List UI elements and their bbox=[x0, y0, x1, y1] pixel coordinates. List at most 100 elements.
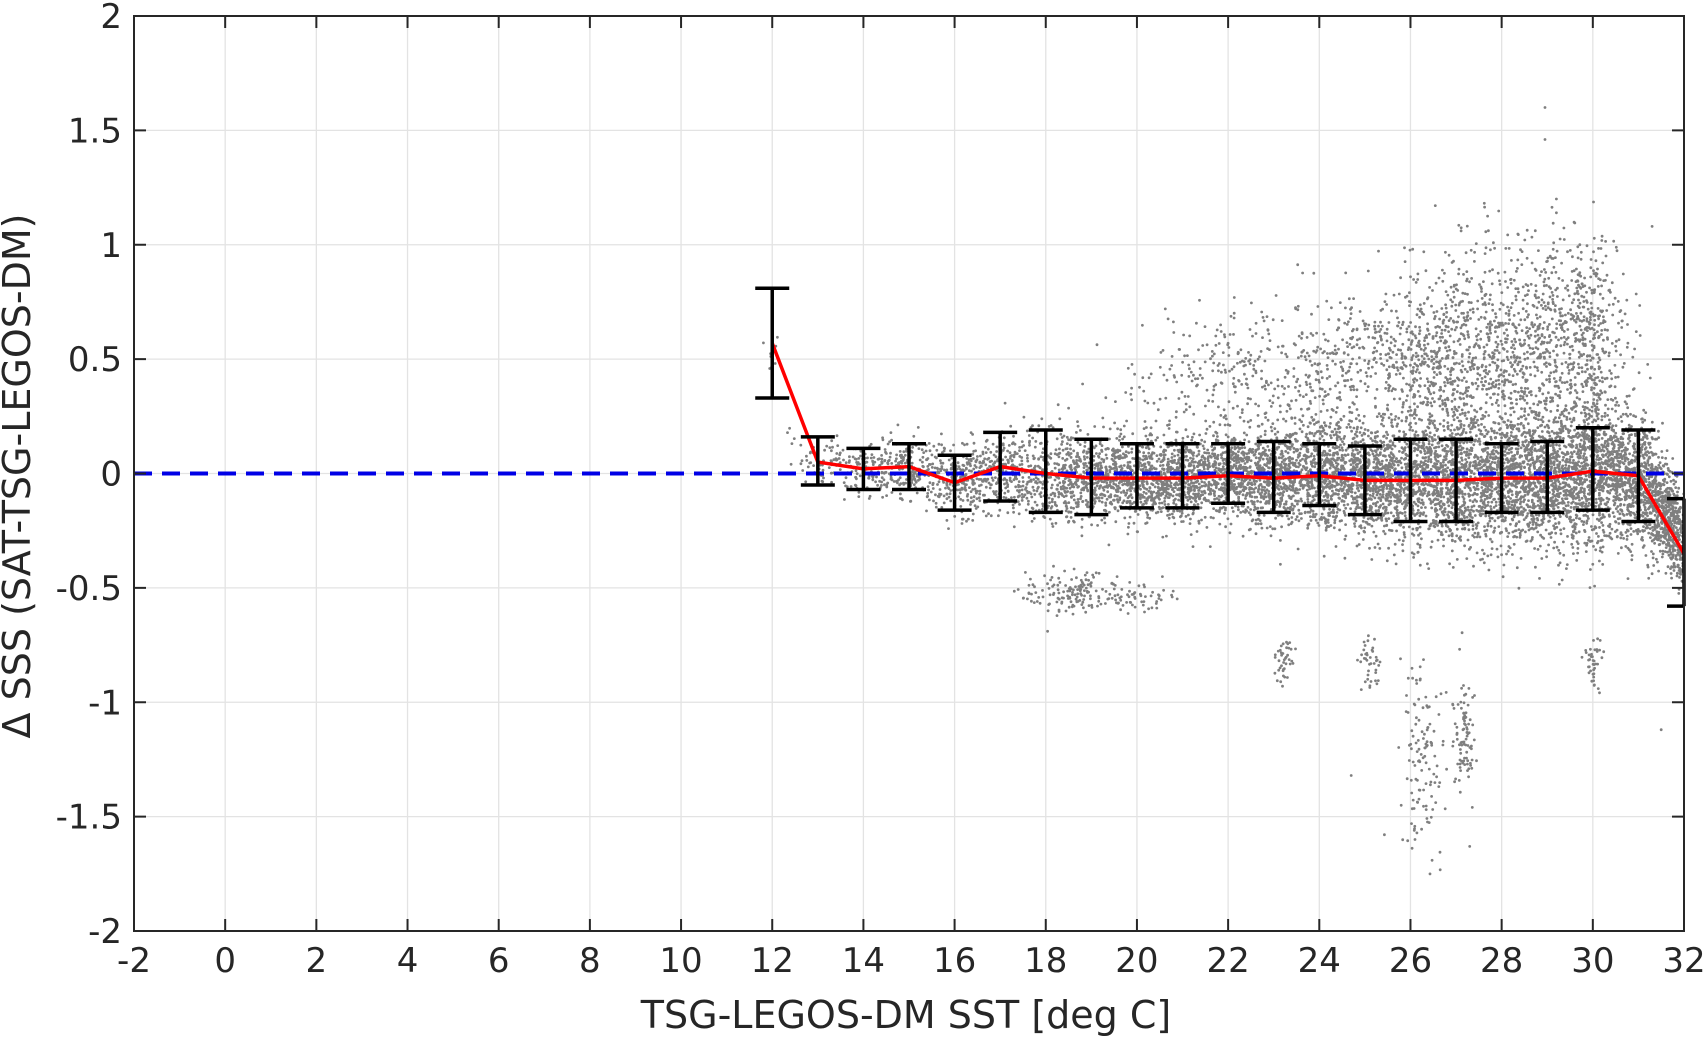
scatter-point bbox=[1058, 448, 1061, 451]
scatter-point bbox=[978, 499, 981, 502]
scatter-point bbox=[1538, 577, 1541, 580]
scatter-point bbox=[911, 462, 914, 465]
scatter-point bbox=[1480, 486, 1483, 489]
scatter-point bbox=[1081, 526, 1084, 529]
scatter-point bbox=[1601, 563, 1604, 566]
scatter-point bbox=[1150, 492, 1153, 495]
scatter-point bbox=[1472, 524, 1475, 527]
scatter-point bbox=[1490, 427, 1493, 430]
scatter-point bbox=[1041, 508, 1044, 511]
scatter-point bbox=[897, 424, 900, 427]
scatter-point bbox=[1404, 536, 1407, 539]
scatter-point bbox=[971, 453, 974, 456]
scatter-point bbox=[1402, 549, 1405, 552]
scatter-point bbox=[902, 450, 905, 453]
scatter-point bbox=[1402, 526, 1405, 529]
scatter-point bbox=[1360, 426, 1363, 429]
scatter-point bbox=[1649, 523, 1652, 526]
scatter-point bbox=[931, 466, 934, 469]
scatter-point bbox=[1601, 437, 1604, 440]
scatter-point bbox=[1644, 517, 1647, 520]
scatter-point bbox=[1072, 437, 1075, 440]
scatter-point bbox=[1377, 510, 1380, 513]
scatter-point bbox=[1262, 447, 1265, 450]
scatter-point bbox=[1668, 535, 1671, 538]
scatter-point bbox=[957, 495, 960, 498]
scatter-point bbox=[1196, 530, 1199, 533]
scatter-point bbox=[972, 513, 975, 516]
scatter-point bbox=[1643, 419, 1646, 422]
scatter-point bbox=[1190, 469, 1193, 472]
scatter-point bbox=[1022, 485, 1025, 488]
scatter-point bbox=[1518, 507, 1521, 510]
scatter-point bbox=[1509, 547, 1512, 550]
scatter-point bbox=[1155, 468, 1158, 471]
scatter-point bbox=[1197, 503, 1200, 506]
scatter-point bbox=[1432, 519, 1435, 522]
scatter-point bbox=[1620, 509, 1623, 512]
scatter-point bbox=[1203, 481, 1206, 484]
scatter-point bbox=[1593, 585, 1596, 588]
scatter-point bbox=[1079, 492, 1082, 495]
scatter-point bbox=[1003, 492, 1006, 495]
scatter-point bbox=[1167, 458, 1170, 461]
scatter-point bbox=[1054, 452, 1057, 455]
scatter-point bbox=[1006, 511, 1009, 514]
scatter-point bbox=[1331, 490, 1334, 493]
scatter-point bbox=[1354, 492, 1357, 495]
scatter-point bbox=[1356, 482, 1359, 485]
scatter-point bbox=[1578, 530, 1581, 533]
scatter-point bbox=[1173, 455, 1176, 458]
scatter-point bbox=[1626, 406, 1629, 409]
scatter-point bbox=[1198, 522, 1201, 525]
scatter-point bbox=[998, 509, 1001, 512]
scatter-point bbox=[1130, 451, 1133, 454]
scatter-point bbox=[1036, 487, 1039, 490]
scatter-point bbox=[1426, 562, 1429, 565]
scatter-point bbox=[984, 463, 987, 466]
scatter-point bbox=[1112, 467, 1115, 470]
scatter-point bbox=[1517, 423, 1520, 426]
scatter-point bbox=[1652, 529, 1655, 532]
scatter-point bbox=[1154, 439, 1157, 442]
scatter-point bbox=[1463, 451, 1466, 454]
scatter-point bbox=[1269, 525, 1272, 528]
scatter-point bbox=[1390, 511, 1393, 514]
scatter-point bbox=[1112, 499, 1115, 502]
scatter-point bbox=[838, 457, 841, 460]
scatter-point bbox=[1083, 455, 1086, 458]
scatter-point bbox=[1330, 524, 1333, 527]
scatter-point bbox=[1116, 427, 1119, 430]
scatter-point bbox=[1375, 535, 1378, 538]
scatter-point bbox=[1676, 529, 1679, 532]
scatter-point bbox=[1146, 438, 1149, 441]
scatter-point bbox=[1420, 490, 1423, 493]
scatter-point bbox=[989, 487, 992, 490]
scatter-point bbox=[1070, 496, 1073, 499]
scatter-point bbox=[1100, 519, 1103, 522]
scatter-point bbox=[1581, 497, 1584, 500]
scatter-point bbox=[1414, 422, 1417, 425]
scatter-point bbox=[1446, 487, 1449, 490]
scatter-point bbox=[1672, 493, 1675, 496]
scatter-point bbox=[1357, 487, 1360, 490]
scatter-point bbox=[1403, 533, 1406, 536]
scatter-point bbox=[1261, 489, 1264, 492]
scatter-point bbox=[1601, 415, 1604, 418]
scatter-point bbox=[1507, 461, 1510, 464]
scatter-point bbox=[1353, 437, 1356, 440]
scatter-point bbox=[1457, 496, 1460, 499]
scatter-point bbox=[1566, 535, 1569, 538]
scatter-point bbox=[1384, 532, 1387, 535]
scatter-point bbox=[1385, 459, 1388, 462]
scatter-point bbox=[1592, 545, 1595, 548]
scatter-point bbox=[965, 520, 968, 523]
scatter-point bbox=[1412, 528, 1415, 531]
scatter-point bbox=[1018, 449, 1021, 452]
scatter-point bbox=[1049, 518, 1052, 521]
scatter-point bbox=[1474, 514, 1477, 517]
scatter-point bbox=[1504, 450, 1507, 453]
scatter-point bbox=[1434, 426, 1437, 429]
